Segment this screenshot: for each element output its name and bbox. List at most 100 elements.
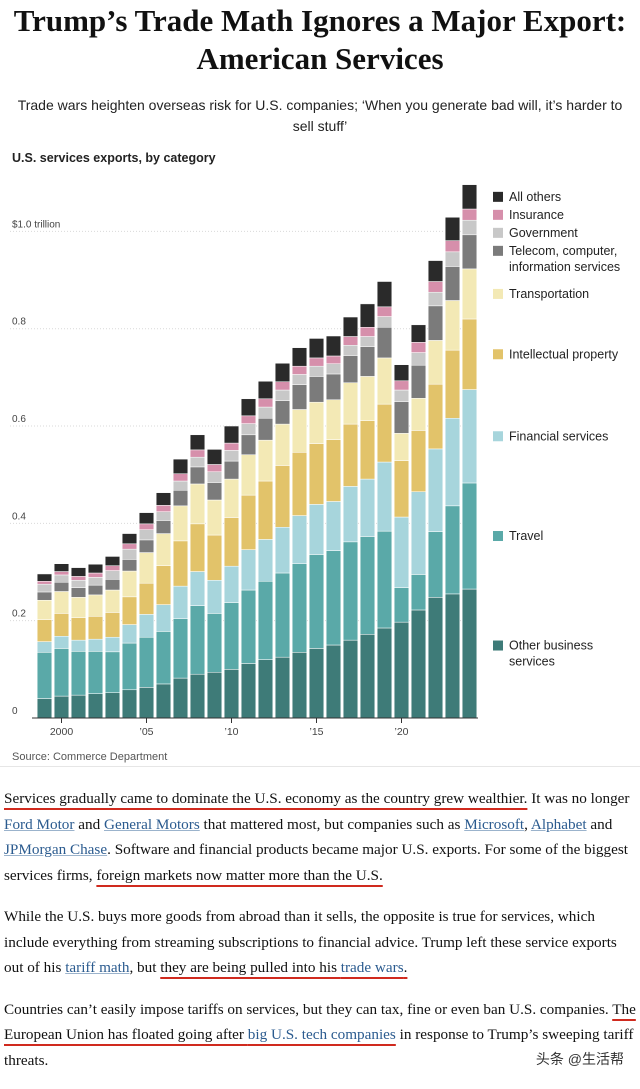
paragraph-3: Countries can’t easily impose tariffs on… (4, 997, 636, 1074)
bar-segment (53, 563, 70, 572)
bar-segment (155, 511, 172, 521)
divider (0, 766, 640, 767)
bar-segment (223, 565, 240, 603)
bar-segment (104, 692, 121, 719)
text: . Software and financial products became… (4, 841, 628, 884)
bar-segment (393, 621, 410, 719)
bar-segment (274, 423, 291, 466)
bar-segment (257, 539, 274, 582)
bar-segment (223, 442, 240, 451)
bar-segment (308, 401, 325, 444)
bar-segment (444, 505, 461, 595)
link-big-us-tech-companies[interactable]: big U.S. tech companies (247, 1026, 396, 1043)
bar-segment (427, 383, 444, 450)
y-tick-label: $1.0 trillion (12, 219, 60, 230)
legend-label: Intellectual property (509, 347, 619, 361)
bar-segment (189, 605, 206, 675)
bar-segment (427, 291, 444, 307)
bar-segment (308, 376, 325, 403)
bar-segment (240, 663, 257, 719)
bar-segment (36, 652, 53, 699)
services-exports-chart: 0 0.2 0.4 0.6 0.8 $1.0 trillion 2000 ’05 ’10 ’15 ’… (10, 184, 620, 738)
bar-segment (104, 589, 121, 613)
bar-segment (291, 374, 308, 385)
bar-segment (393, 401, 410, 434)
bar-segment (342, 541, 359, 641)
bar-segment (308, 648, 325, 719)
bar-segment (308, 357, 325, 367)
bar-segment (70, 694, 87, 719)
bar-segment (104, 570, 121, 580)
y-tick-label: 0.4 (12, 511, 26, 522)
bar-segment (444, 300, 461, 351)
bar-segment (393, 460, 410, 518)
bar-segment (308, 338, 325, 359)
bar-segment (257, 406, 274, 419)
link-microsoft[interactable]: Microsoft (464, 815, 525, 833)
bar-segment (376, 306, 393, 317)
bar-segment (155, 505, 172, 512)
bar-segment (121, 570, 138, 598)
link-jpmorgan-chase[interactable]: JPMorgan Chase (4, 841, 108, 858)
bar-segment (240, 549, 257, 591)
bar-segment (223, 517, 240, 567)
bar-segment (240, 423, 257, 436)
x-tick-label: 2000 (50, 726, 74, 738)
bar-segment (376, 281, 393, 308)
bar-segment (172, 677, 189, 719)
bar-segment (36, 599, 53, 620)
x-tick-label: ’10 (224, 726, 238, 738)
x-tick-label: ’20 (394, 726, 408, 738)
legend-swatch (493, 640, 503, 651)
bar-segment (308, 504, 325, 555)
bar-segment (427, 305, 444, 341)
legend-label: Financial services (509, 429, 608, 443)
bar-segment (410, 352, 427, 366)
bar-segment (393, 587, 410, 623)
link-ford-motor[interactable]: Ford Motor (4, 815, 75, 833)
link-trade-wars[interactable]: trade wars (340, 959, 404, 976)
bar-segment (427, 260, 444, 282)
bar-segment (410, 342, 427, 353)
bar-segment (376, 627, 393, 719)
bar-segment (70, 639, 87, 652)
bar-segment (274, 389, 291, 401)
bar-segment (393, 433, 410, 461)
bar-segment (257, 581, 274, 660)
bar-segment (53, 574, 70, 583)
bar-segment (189, 456, 206, 468)
bar-segment (138, 552, 155, 584)
legend-label: Telecom, computer, (509, 244, 617, 258)
bar-segment (342, 423, 359, 487)
text: While the U.S. buys more goods from abro… (4, 908, 617, 976)
link-alphabet[interactable]: Alphabet (530, 815, 587, 833)
bar-segment (461, 184, 478, 210)
highlighted-text: The European Union has floated going aft… (4, 1000, 636, 1044)
bar-segment (444, 251, 461, 267)
bar-segment (138, 582, 155, 615)
bar-segment (461, 588, 478, 719)
bar-segment (257, 398, 274, 408)
bar-segment (291, 452, 308, 516)
bar-segment (342, 345, 359, 356)
bar-segment (223, 669, 240, 719)
link-tariff-math[interactable]: tariff math (65, 959, 130, 976)
bar-segment (359, 536, 376, 635)
bar-segment (461, 268, 478, 320)
bar-segment (70, 587, 87, 598)
bar-segment (274, 363, 291, 383)
bar-segment (274, 527, 291, 574)
legend-label: Travel (509, 529, 543, 543)
link-general-motors[interactable]: General Motors (104, 815, 200, 833)
legend-swatch (493, 531, 503, 542)
bar-segment (393, 389, 410, 402)
bar-segment (36, 619, 53, 642)
highlighted-text: foreign markets now matter more than the… (96, 866, 383, 884)
bar-segment (87, 577, 104, 586)
bar-segment (70, 597, 87, 619)
bar-segment (36, 641, 53, 653)
bar-segment (53, 613, 70, 637)
bar-segment (325, 355, 342, 364)
bar-segment (36, 698, 53, 719)
bar-segment (291, 563, 308, 653)
